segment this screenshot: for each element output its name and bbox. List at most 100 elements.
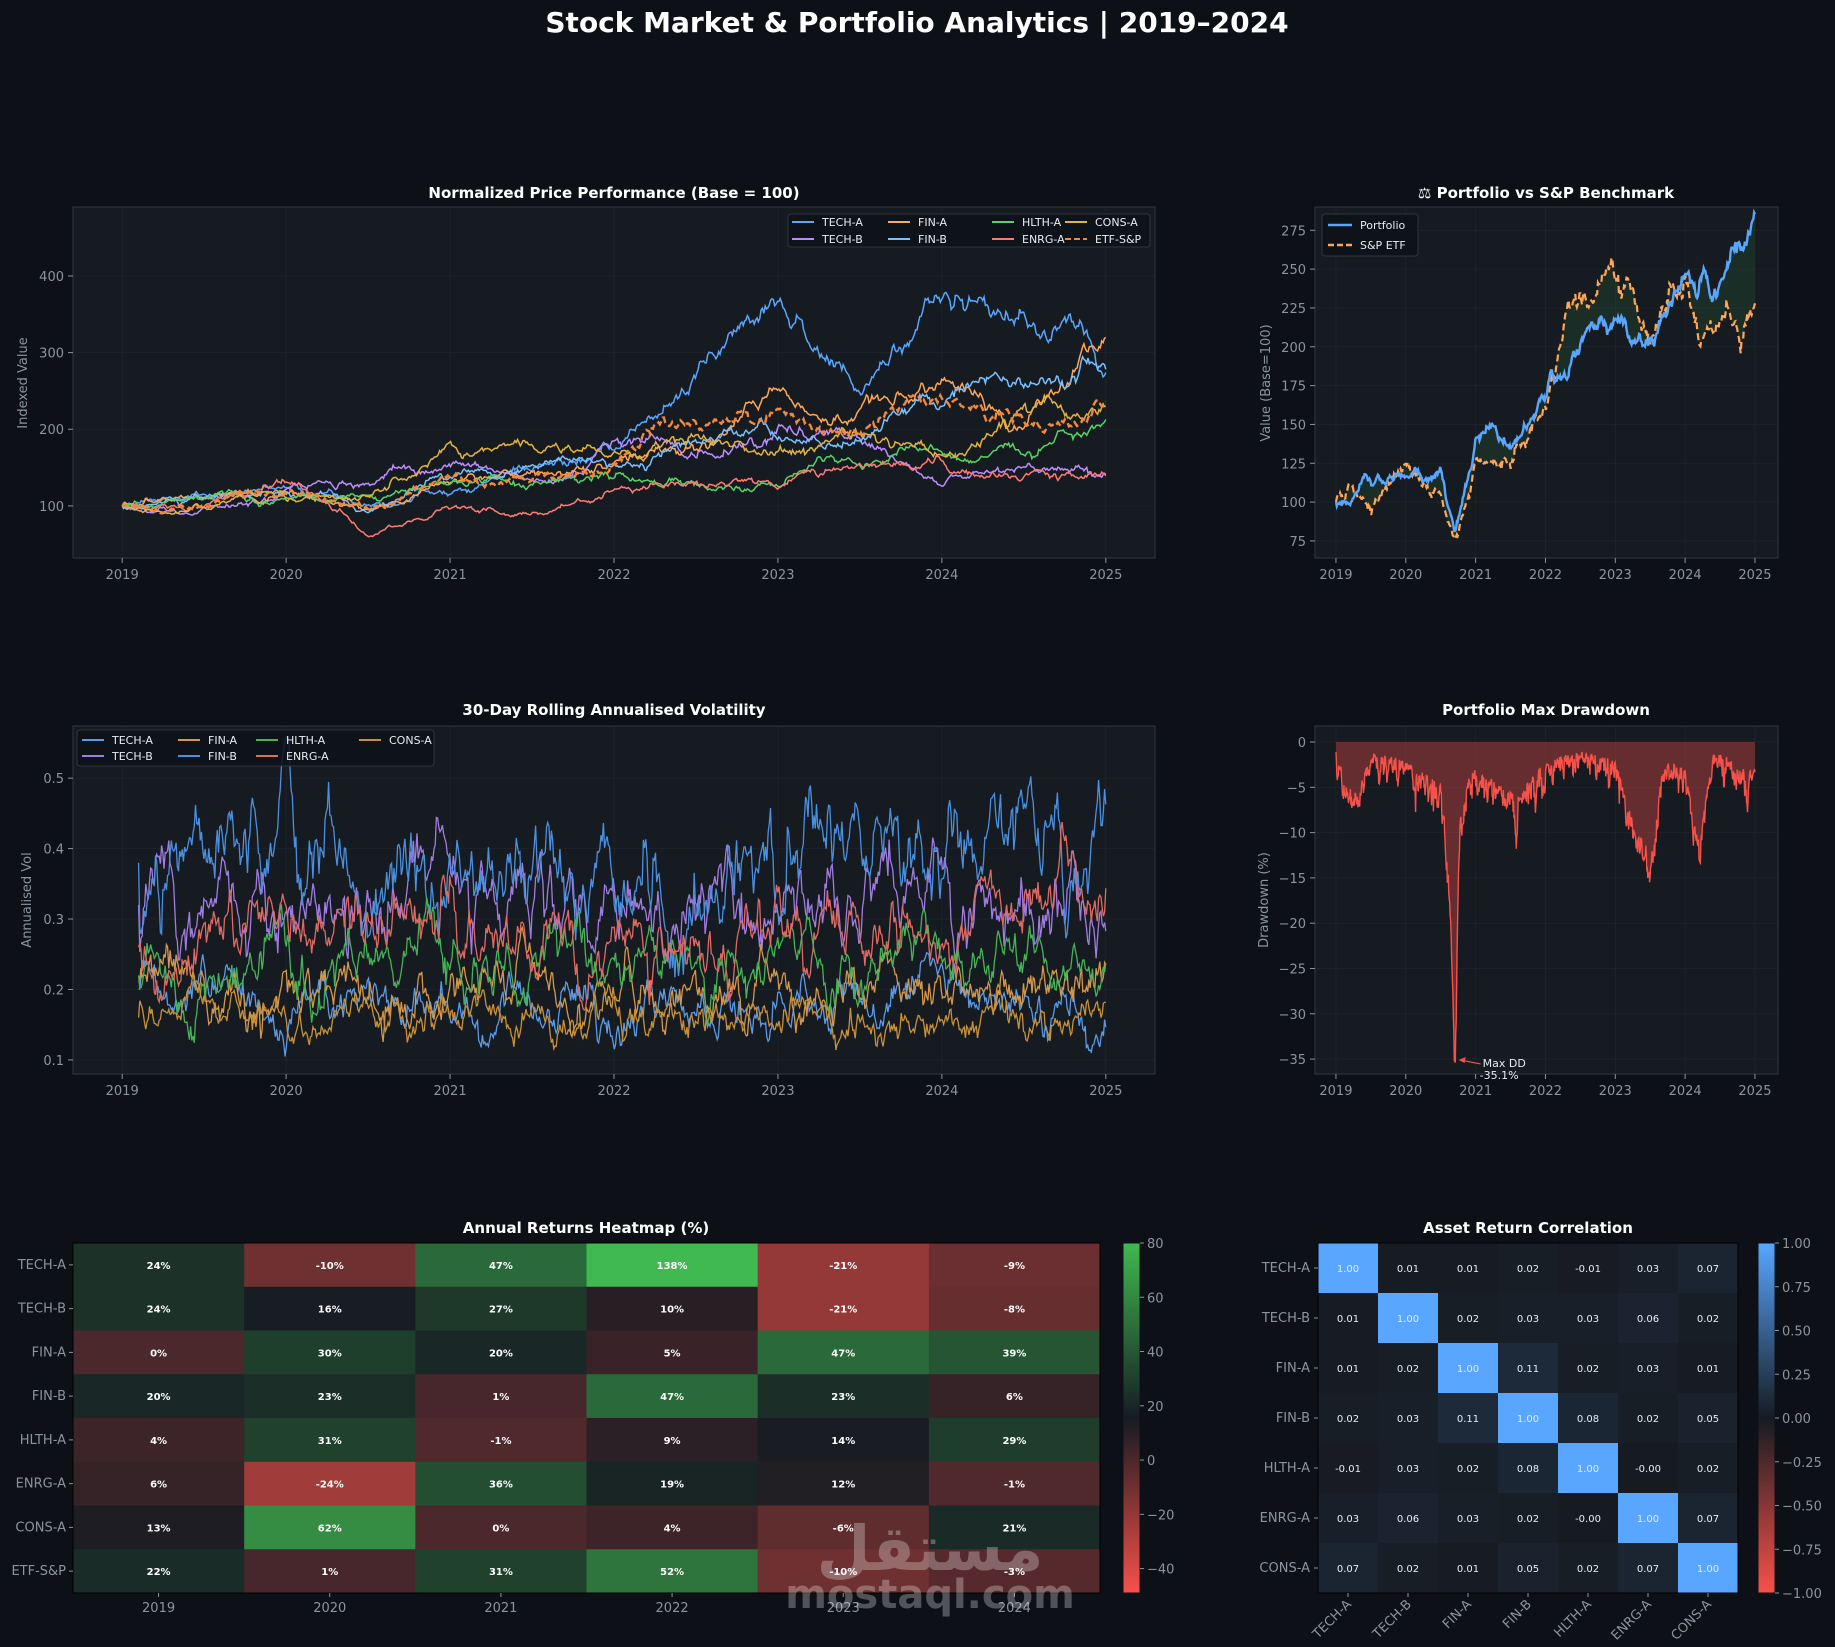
series-line-etf-s&p — [121, 392, 1107, 515]
correlation-cell: 0.08 — [1498, 1443, 1559, 1494]
price-y-label: Indexed Value — [16, 337, 31, 428]
correlation-cell-fill — [1438, 1243, 1499, 1294]
correlation-cell-fill — [1498, 1293, 1559, 1344]
heatmap-cell-fill — [73, 1505, 245, 1550]
heatmap-cell-label: 24% — [147, 1261, 171, 1272]
heatmap-cell-fill — [244, 1243, 416, 1288]
x-tick-label: 2025 — [1738, 568, 1771, 583]
correlation-cell-label: 0.11 — [1457, 1414, 1479, 1425]
heatmap-cell: 47% — [586, 1374, 759, 1419]
y-tick-label: 125 — [1281, 457, 1306, 472]
correlation-cell-fill — [1438, 1493, 1499, 1544]
y-tick-label: −30 — [1279, 1008, 1306, 1023]
correlation-cell-fill — [1498, 1543, 1559, 1594]
correlation-cell-label: 0.02 — [1637, 1414, 1659, 1425]
heatmap-cell: 47% — [757, 1330, 930, 1375]
heatmap-cell-fill — [73, 1286, 245, 1331]
correlation-cell-fill — [1378, 1293, 1439, 1344]
heatmap-cell: 22% — [73, 1549, 245, 1594]
correlation-cell-label: 0.02 — [1517, 1514, 1539, 1525]
heatmap-cell: -3% — [928, 1549, 1101, 1594]
x-tick-label: 2023 — [1599, 1084, 1632, 1099]
correlation-cell: 0.11 — [1438, 1393, 1499, 1444]
legend-label: ETF-S&P — [1095, 233, 1142, 246]
x-tick-label: 2022 — [1529, 1084, 1562, 1099]
annual-colorbar — [1122, 1242, 1141, 1594]
x-tick-label: 2023 — [761, 568, 794, 583]
y-tick-label: 225 — [1281, 302, 1306, 317]
correlation-cell: 1.00 — [1558, 1443, 1619, 1494]
heatmap-cell-label: 12% — [831, 1480, 855, 1491]
heatmap-cell: 24% — [73, 1243, 245, 1288]
legend-item: TECH-B — [792, 233, 863, 246]
heatmap-cell: 23% — [757, 1374, 930, 1419]
heatmap-cell-label: 47% — [831, 1348, 855, 1359]
correlation-cell: 0.07 — [1318, 1543, 1379, 1594]
drawdown-line — [1335, 751, 1756, 1063]
correlation-title: Asset Return Correlation — [1423, 1219, 1633, 1237]
heatmap-cell-label: 22% — [147, 1567, 171, 1578]
heatmap-cell: 10% — [586, 1286, 759, 1331]
arrow-head — [1458, 1056, 1466, 1063]
correlation-cell-fill — [1378, 1393, 1439, 1444]
bench-plot: 2019 2020 2021 2022 2023 2024 2025 75 100 125 150 1… — [1281, 206, 1779, 583]
legend-label: TECH-B — [821, 233, 863, 246]
correlation-cell: -0.00 — [1558, 1493, 1619, 1544]
y-tick-label: −35 — [1279, 1053, 1306, 1068]
y-tick-label: −15 — [1279, 872, 1306, 887]
benchmark-y-label: Value (Base=100) — [1259, 324, 1274, 441]
colorbar-tick-label: 40 — [1147, 1346, 1164, 1361]
legend-item: FIN-B — [888, 233, 947, 246]
heatmap-cell: 1% — [415, 1374, 587, 1419]
heatmap-cell-fill — [73, 1549, 245, 1594]
heatmap-cell-fill — [586, 1243, 759, 1288]
correlation-cell: 0.02 — [1378, 1543, 1439, 1594]
legend-item: TECH-A — [792, 216, 863, 229]
heatmap-cell-label: -10% — [829, 1567, 857, 1578]
vol-marks — [137, 735, 1107, 1057]
x-tick-label: 2020 — [1389, 1084, 1422, 1099]
correlation-cell-label: 0.05 — [1697, 1414, 1719, 1425]
heatmap-cell-label: 16% — [318, 1305, 342, 1316]
x-tick-label: 2022 — [1529, 568, 1562, 583]
benchmark-chart-title: ⚖ Portfolio vs S&P Benchmark — [1418, 184, 1675, 202]
correlation-cell: 0.02 — [1318, 1393, 1379, 1444]
series-line-hlth-a — [137, 897, 1107, 1044]
heatmap-cell-fill — [928, 1505, 1101, 1550]
correlation-cell-fill — [1678, 1393, 1739, 1444]
heatmap-cell: 0% — [73, 1330, 245, 1375]
heatmap-cell-label: -9% — [1004, 1261, 1025, 1272]
heatmap-cell: 52% — [586, 1549, 759, 1594]
correlation-row-label: TECH-A — [1261, 1261, 1310, 1276]
heatmap-col-label: 2022 — [656, 1601, 689, 1616]
heatmap-cell: 30% — [244, 1330, 416, 1375]
heatmap-cell-label: 47% — [660, 1392, 684, 1403]
heatmap-cell-label: 52% — [660, 1567, 684, 1578]
heatmap-cell-label: 5% — [664, 1348, 681, 1359]
heatmap-cell: 1% — [244, 1549, 416, 1594]
heatmap-cell: 20% — [73, 1374, 245, 1419]
drawdown-chart-title: Portfolio Max Drawdown — [1442, 701, 1650, 719]
correlation-cell: 0.07 — [1678, 1493, 1739, 1544]
legend-label: FIN-A — [208, 734, 238, 747]
heatmap-cell-label: 4% — [664, 1523, 681, 1534]
heatmap-row-label: HLTH-A — [20, 1433, 66, 1448]
heatmap-cell-label: 1% — [321, 1567, 338, 1578]
correlation-cell: 0.02 — [1498, 1243, 1559, 1294]
heatmap-cell: -9% — [928, 1243, 1101, 1288]
correlation-cell-label: 0.03 — [1517, 1314, 1539, 1325]
heatmap-cell-fill — [757, 1505, 930, 1550]
y-tick-label: 200 — [39, 423, 64, 438]
heatmap-cell-fill — [73, 1330, 245, 1375]
correlation-cell: 0.02 — [1438, 1293, 1499, 1344]
correlation-cell-label: 1.00 — [1697, 1564, 1719, 1575]
correlation-cell-label: 0.02 — [1457, 1314, 1479, 1325]
heatmap-row-label: ETF-S&P — [11, 1564, 66, 1579]
heatmap-cell-fill — [73, 1374, 245, 1419]
colorbar-tick-label: 20 — [1147, 1400, 1164, 1415]
heatmap-cell: -8% — [928, 1286, 1101, 1331]
legend-label: ENRG-A — [286, 750, 329, 763]
correlation-cell-label: 1.00 — [1637, 1514, 1659, 1525]
correlation-cell-label: 0.07 — [1337, 1564, 1359, 1575]
colorbar-tick-label: 0.25 — [1782, 1368, 1811, 1383]
